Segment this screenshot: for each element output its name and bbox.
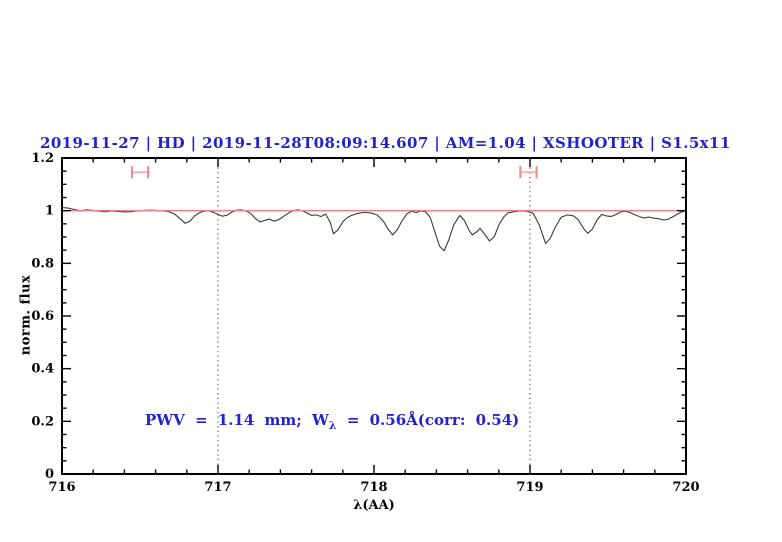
pwv-annotation-suffix: = 0.56Å(corr: 0.54) <box>336 411 520 429</box>
x-tick-label: 718 <box>360 480 387 495</box>
y-tick-label: 1 <box>45 204 54 219</box>
x-tick-label: 719 <box>516 480 543 495</box>
y-tick-label: 1.2 <box>31 151 54 166</box>
y-tick-label: 0 <box>45 467 54 482</box>
y-tick-label: 0.6 <box>31 309 54 324</box>
x-tick-label: 716 <box>48 480 75 495</box>
x-axis-label: λ(AA) <box>353 498 395 513</box>
lambda-subscript: λ <box>328 419 337 432</box>
y-axis-label: norm. flux <box>18 274 34 356</box>
y-tick-label: 0.2 <box>31 414 54 429</box>
pwv-annotation: PWV = 1.14 mm; Wλ = 0.56Å(corr: 0.54) <box>145 411 519 432</box>
spectrum-line <box>61 206 687 252</box>
x-tick-label: 720 <box>672 480 699 495</box>
y-tick-label: 0.8 <box>31 256 54 271</box>
x-tick-label: 717 <box>204 480 231 495</box>
pwv-annotation-prefix: PWV = 1.14 mm; W <box>145 411 329 429</box>
plot-title: 2019-11-27 | HD | 2019-11-28T08:09:14.60… <box>40 134 731 152</box>
y-tick-label: 0.4 <box>31 362 54 377</box>
